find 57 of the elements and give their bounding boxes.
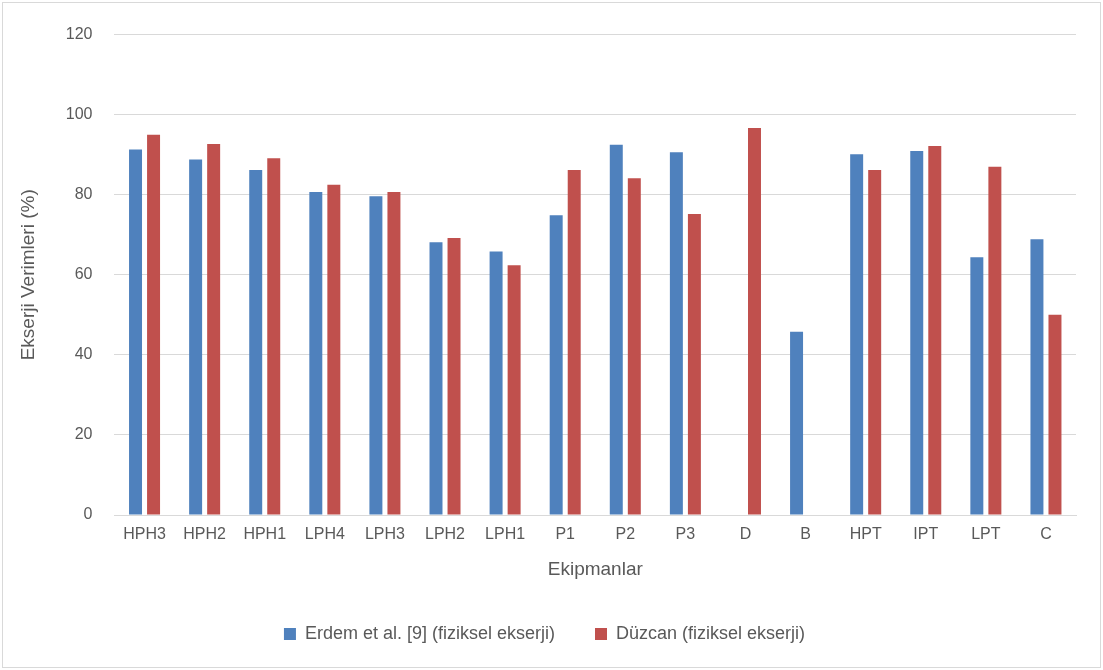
x-tick-label: HPH3 bbox=[123, 525, 166, 543]
y-tick-label: 20 bbox=[74, 425, 93, 443]
bar bbox=[129, 149, 143, 515]
bar bbox=[447, 237, 461, 515]
bar bbox=[609, 144, 623, 515]
x-tick-label: B bbox=[800, 525, 811, 543]
y-tick-label: 120 bbox=[65, 25, 93, 43]
bar bbox=[627, 178, 641, 515]
bar bbox=[327, 184, 341, 515]
bar bbox=[970, 257, 984, 515]
bar bbox=[790, 331, 804, 515]
bar bbox=[489, 251, 503, 515]
legend-label: Düzcan (fiziksel ekserji) bbox=[616, 622, 806, 643]
bar bbox=[147, 134, 161, 515]
bar bbox=[910, 151, 924, 515]
bar bbox=[988, 166, 1002, 515]
bar bbox=[868, 169, 882, 515]
y-tick-label: 0 bbox=[83, 505, 93, 523]
x-tick-label: P3 bbox=[675, 525, 696, 543]
y-tick-label: 40 bbox=[74, 345, 93, 363]
x-tick-label: IPT bbox=[913, 525, 939, 543]
x-tick-label: LPH2 bbox=[425, 525, 466, 543]
bar bbox=[507, 265, 521, 515]
bar bbox=[687, 213, 701, 515]
legend-label: Erdem et al. [9] (fiziksel ekserji) bbox=[304, 622, 556, 643]
bar bbox=[1030, 239, 1044, 515]
bar bbox=[928, 145, 942, 515]
x-tick-label: HPH1 bbox=[243, 525, 287, 543]
x-tick-label: P2 bbox=[615, 525, 636, 543]
x-tick-label: C bbox=[1040, 525, 1052, 543]
x-axis-title: Ekipmanlar bbox=[547, 557, 644, 579]
bar bbox=[267, 158, 281, 515]
bar bbox=[249, 169, 263, 515]
bar bbox=[669, 152, 683, 515]
y-axis-title: Ekserji Verimleri (%) bbox=[16, 189, 38, 361]
x-tick-label: LPT bbox=[971, 525, 1001, 543]
y-tick-label: 80 bbox=[74, 185, 93, 203]
y-tick-label: 60 bbox=[74, 265, 93, 283]
x-tick-label: HPT bbox=[849, 525, 882, 543]
bar bbox=[309, 191, 323, 515]
x-tick-label: LPH3 bbox=[364, 525, 406, 543]
x-tick-label: HPH2 bbox=[183, 525, 227, 543]
bar bbox=[748, 127, 761, 515]
bar bbox=[549, 215, 563, 515]
x-tick-label: LPH1 bbox=[485, 525, 526, 543]
bar bbox=[429, 242, 443, 515]
bar bbox=[850, 154, 864, 515]
y-tick-label: 100 bbox=[65, 105, 93, 123]
x-tick-label: P1 bbox=[555, 525, 576, 543]
bar bbox=[207, 143, 221, 515]
x-tick-label: D bbox=[739, 525, 752, 543]
bar bbox=[189, 159, 203, 515]
bar bbox=[369, 196, 383, 515]
bar bbox=[567, 169, 581, 515]
bar bbox=[387, 191, 401, 515]
bar bbox=[1048, 314, 1062, 515]
x-tick-label: LPH4 bbox=[304, 525, 345, 543]
